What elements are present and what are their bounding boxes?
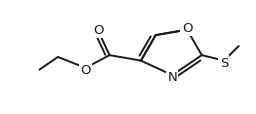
Text: N: N [167,71,177,84]
Text: O: O [80,64,91,76]
Text: S: S [220,56,228,69]
Text: O: O [182,22,192,35]
Text: O: O [93,24,104,37]
